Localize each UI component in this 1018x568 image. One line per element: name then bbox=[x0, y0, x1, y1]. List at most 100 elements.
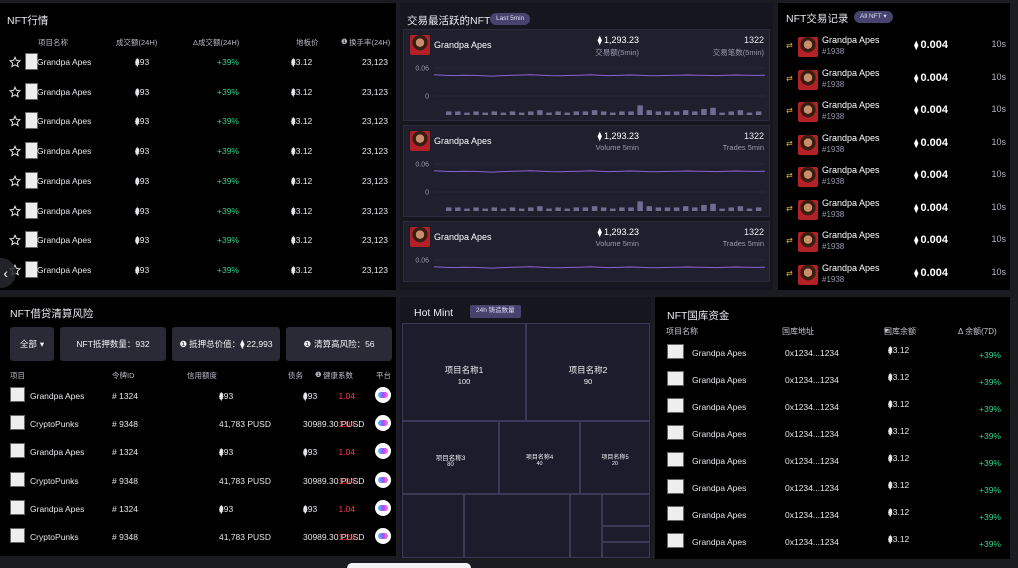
table-row[interactable]: Grandpa Apes 0x1234...1234 ⧫ 23.12 +39% bbox=[655, 343, 1010, 363]
platform-logo-icon[interactable] bbox=[375, 499, 391, 516]
eth-icon: ⧫ bbox=[914, 40, 919, 50]
table-row[interactable]: CryptoPunks # 9348 41,783 PUSD 30989.30 PUS… bbox=[0, 526, 395, 546]
table-row[interactable]: Grandpa Apes 0x1234...1234 ⧫ 23.12 +39% bbox=[655, 505, 1010, 525]
treemap-cell[interactable]: 项目名称2 90 bbox=[526, 323, 650, 421]
trade-price-value: 0.004 bbox=[920, 169, 948, 181]
project-name[interactable]: Grandpa Apes bbox=[37, 235, 92, 246]
eth-icon: ⧫ bbox=[135, 235, 140, 246]
star-icon[interactable] bbox=[8, 204, 22, 217]
treasury-address[interactable]: 0x1234...1234 bbox=[785, 375, 839, 385]
treemap-cell-value: 20 bbox=[611, 461, 619, 467]
treasury-address[interactable]: 0x1234...1234 bbox=[785, 348, 839, 358]
project-name[interactable]: Grandpa Apes bbox=[37, 175, 92, 186]
table-row[interactable]: Grandpa Apes # 1324 ⧫ 293 ⧫ 293 1.04 bbox=[0, 441, 395, 461]
eth-icon: ⧫ bbox=[888, 399, 893, 409]
table-row[interactable]: Grandpa Apes 0x1234...1234 ⧫ 23.12 +39% bbox=[655, 532, 1010, 552]
project-name[interactable]: Grandpa Apes bbox=[37, 86, 92, 97]
treemap-cell[interactable]: 项目名称3 80 bbox=[402, 421, 499, 494]
active-nft-card[interactable]: Grandpa Apes ⧫ 1,293.23 交易额(5min) 1322 交易笔数(5… bbox=[403, 29, 770, 121]
project-name: Grandpa Apes bbox=[692, 402, 747, 412]
treasury-address[interactable]: 0x1234...1234 bbox=[785, 456, 839, 466]
volume-bar bbox=[500, 208, 507, 211]
debt-value: 293 bbox=[303, 391, 318, 401]
platform-logo-icon[interactable] bbox=[375, 387, 391, 403]
star-icon[interactable] bbox=[8, 85, 22, 98]
project-name[interactable]: Grandpa Apes bbox=[37, 116, 92, 127]
prev-arrow-icon[interactable]: ‹ bbox=[0, 258, 16, 288]
table-row[interactable]: Grandpa Apes ⧫ 293 +39% ⧫ 23.12 23,123 bbox=[0, 259, 396, 285]
treemap-cell[interactable] bbox=[464, 494, 570, 558]
mint-badge: 24h 铸造数量 bbox=[470, 305, 521, 318]
table-row[interactable]: CryptoPunks # 9348 41,783 PUSD 30989.30 PUS… bbox=[0, 470, 395, 490]
table-row[interactable]: Grandpa Apes ⧫ 293 +39% ⧫ 23.12 23,123 bbox=[0, 51, 396, 77]
col-turnover[interactable]: 换手率(24H) bbox=[349, 38, 391, 47]
col-delta[interactable]: Δ成交额(24H) bbox=[193, 38, 240, 47]
table-row[interactable]: Grandpa Apes 0x1234...1234 ⧫ 23.12 +39% bbox=[655, 370, 1010, 390]
table-row[interactable]: Grandpa Apes 0x1234...1234 ⧫ 23.12 +39% bbox=[655, 451, 1010, 471]
col-volume[interactable]: 成交额(24H) bbox=[116, 38, 158, 47]
treasury-address[interactable]: 0x1234...1234 bbox=[785, 483, 839, 493]
star-icon[interactable] bbox=[8, 234, 22, 246]
y-tick-label: 0 bbox=[425, 190, 429, 197]
platform-logo-icon[interactable] bbox=[375, 443, 391, 460]
eth-icon: ⧫ bbox=[914, 72, 919, 83]
trade-row[interactable]: ⇄ Grandpa Apes #1938 ⧫ 0.004 10s bbox=[784, 196, 1010, 224]
trade-row[interactable]: ⇄ Grandpa Apes #1938 ⧫ 0.004 10s bbox=[784, 228, 1010, 256]
star-icon[interactable] bbox=[8, 174, 22, 187]
trade-row[interactable]: ⇄ Grandpa Apes #1938 ⧫ 0.004 10s bbox=[784, 98, 1010, 126]
table-row[interactable]: CryptoPunks # 9348 41,783 PUSD 30989.30 PUS… bbox=[0, 413, 395, 433]
treemap-cell[interactable] bbox=[602, 542, 650, 558]
treemap-cell[interactable]: 项目名称1 100 bbox=[402, 323, 526, 421]
project-name[interactable]: Grandpa Apes bbox=[37, 264, 92, 275]
treemap-cell[interactable]: 项目名称4 40 bbox=[499, 421, 580, 494]
star-icon[interactable] bbox=[8, 115, 22, 128]
credit-value: 293 bbox=[219, 503, 234, 514]
table-row[interactable]: Grandpa Apes # 1324 ⧫ 293 ⧫ 293 1.04 bbox=[0, 385, 395, 405]
project-name[interactable]: Grandpa Apes bbox=[37, 146, 92, 157]
star-icon[interactable] bbox=[8, 145, 22, 157]
trade-row[interactable]: ⇄ Grandpa Apes #1938 ⧫ 0.004 10s bbox=[784, 261, 1010, 289]
eth-icon: ⧫ bbox=[291, 205, 296, 216]
table-row[interactable]: Grandpa Apes ⧫ 293 +39% ⧫ 23.12 23,123 bbox=[0, 200, 396, 226]
treasury-address[interactable]: 0x1234...1234 bbox=[785, 510, 839, 520]
trade-row[interactable]: ⇄ Grandpa Apes #1938 ⧫ 0.004 10s bbox=[784, 131, 1010, 159]
card-amount-value: 1,293.23 bbox=[603, 227, 639, 237]
lending-filter-dropdown[interactable]: 全部 ▾ bbox=[10, 327, 54, 361]
caret-down-icon: ▾ bbox=[883, 13, 887, 20]
trade-row[interactable]: ⇄ Grandpa Apes #1938 ⧫ 0.004 10s bbox=[784, 33, 1010, 61]
treemap-cell[interactable] bbox=[602, 494, 650, 526]
active-badge: Last 5min bbox=[490, 13, 531, 25]
treasury-address[interactable]: 0x1234...1234 bbox=[785, 402, 839, 412]
trades-filter-label: All NFT bbox=[860, 13, 882, 20]
table-row[interactable]: Grandpa Apes ⧫ 293 +39% ⧫ 23.12 23,123 bbox=[0, 170, 396, 196]
table-row[interactable]: Grandpa Apes ⧫ 293 +39% ⧫ 23.12 23,123 bbox=[0, 140, 396, 166]
platform-logo-icon[interactable] bbox=[375, 471, 391, 488]
trade-price: ⧫ 0.004 bbox=[914, 169, 948, 181]
treasury-address[interactable]: 0x1234...1234 bbox=[785, 537, 839, 547]
treemap-cell[interactable] bbox=[402, 494, 464, 558]
active-nft-card[interactable]: Grandpa Apes ⧫ 1,293.23 Volume 5min 1322 Trad… bbox=[403, 221, 770, 282]
project-name[interactable]: Grandpa Apes bbox=[37, 205, 92, 216]
platform-logo-icon[interactable] bbox=[375, 415, 391, 432]
table-row[interactable]: Grandpa Apes 0x1234...1234 ⧫ 23.12 +39% bbox=[655, 424, 1010, 444]
table-row[interactable]: Grandpa Apes # 1324 ⧫ 293 ⧫ 293 1.04 bbox=[0, 498, 395, 518]
trade-row[interactable]: ⇄ Grandpa Apes #1938 ⧫ 0.004 10s bbox=[784, 163, 1010, 191]
table-row[interactable]: Grandpa Apes 0x1234...1234 ⧫ 23.12 +39% bbox=[655, 397, 1010, 417]
trades-filter-dropdown[interactable]: All NFT ▾ bbox=[854, 11, 893, 23]
table-row[interactable]: Grandpa Apes ⧫ 293 +39% ⧫ 23.12 23,123 bbox=[0, 229, 396, 255]
trade-row[interactable]: ⇄ Grandpa Apes #1938 ⧫ 0.004 10s bbox=[784, 66, 1010, 94]
table-row[interactable]: Grandpa Apes ⧫ 293 +39% ⧫ 23.12 23,123 bbox=[0, 110, 396, 136]
treemap-cell[interactable]: 项目名称5 20 bbox=[580, 421, 650, 494]
treemap-cell[interactable] bbox=[602, 526, 650, 542]
scrollbar-handle[interactable] bbox=[347, 563, 471, 568]
col-floor[interactable]: 地板价 bbox=[296, 38, 319, 47]
table-row[interactable]: Grandpa Apes 0x1234...1234 ⧫ 23.12 +39% bbox=[655, 478, 1010, 498]
star-icon[interactable] bbox=[8, 56, 22, 68]
eth-icon: ⧫ bbox=[914, 235, 919, 245]
active-nft-card[interactable]: Grandpa Apes ⧫ 1,293.23 Volume 5min 1322 Trad… bbox=[403, 125, 770, 217]
project-name[interactable]: Grandpa Apes bbox=[37, 57, 92, 67]
table-row[interactable]: Grandpa Apes ⧫ 293 +39% ⧫ 23.12 23,123 bbox=[0, 81, 396, 107]
treasury-address[interactable]: 0x1234...1234 bbox=[785, 429, 839, 439]
platform-logo-icon[interactable] bbox=[375, 528, 391, 544]
treemap-cell[interactable] bbox=[570, 494, 602, 558]
